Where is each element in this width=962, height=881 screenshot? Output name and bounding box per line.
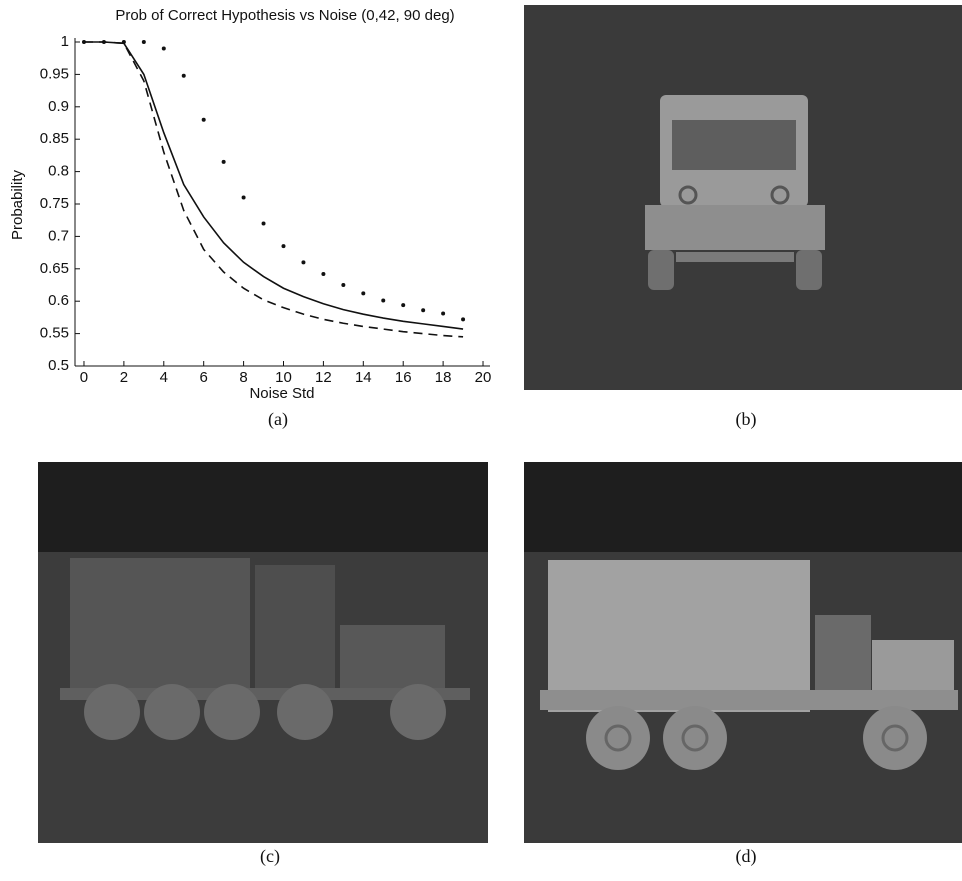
x-tick-label: 6 <box>200 369 208 386</box>
data-point <box>361 291 366 296</box>
data-point <box>161 46 166 51</box>
y-axis-label: Probability <box>9 169 26 240</box>
y-tick-label: 1 <box>61 33 69 50</box>
series-line <box>83 41 464 338</box>
y-tick-label: 0.55 <box>40 325 69 342</box>
data-point <box>181 73 186 78</box>
chart-title: Prob of Correct Hypothesis vs Noise (0,4… <box>115 7 454 24</box>
data-point <box>321 271 326 276</box>
x-tick-label: 16 <box>395 369 412 386</box>
data-point <box>221 159 226 164</box>
data-point <box>341 283 346 287</box>
caption: (b) <box>736 409 757 430</box>
data-point <box>401 303 406 308</box>
data-point <box>441 311 446 316</box>
data-point <box>421 308 426 313</box>
data-point <box>81 40 86 44</box>
x-tick-label: 10 <box>275 369 292 386</box>
y-tick-label: 0.85 <box>40 130 69 147</box>
x-tick-label: 0 <box>80 369 88 386</box>
data-point <box>381 298 386 303</box>
data-point <box>301 260 306 265</box>
y-tick-label: 0.6 <box>48 292 69 309</box>
y-tick-label: 0.5 <box>48 357 69 374</box>
data-point <box>261 221 266 226</box>
x-tick-label: 18 <box>435 369 452 386</box>
y-tick-label: 0.95 <box>40 65 69 82</box>
y-tick-label: 0.9 <box>48 98 69 115</box>
data-point <box>461 317 466 322</box>
data-point <box>201 117 206 122</box>
image-c <box>38 462 488 843</box>
x-tick-label: 20 <box>475 369 492 386</box>
x-tick-label: 8 <box>239 369 247 386</box>
x-axis-label: Noise Std <box>249 385 314 402</box>
caption: (c) <box>260 846 280 867</box>
series-line <box>83 41 464 330</box>
x-tick-label: 12 <box>315 369 332 386</box>
data-point <box>141 40 146 44</box>
image-b <box>524 5 962 390</box>
caption: (d) <box>736 846 757 867</box>
image-d <box>524 462 962 843</box>
data-point <box>241 195 246 200</box>
x-tick-label: 2 <box>120 369 128 386</box>
data-point <box>101 40 106 44</box>
y-tick-label: 0.75 <box>40 195 69 212</box>
data-point <box>281 244 286 249</box>
y-tick-label: 0.65 <box>40 260 69 277</box>
data-point <box>121 40 126 44</box>
caption: (a) <box>268 409 288 430</box>
y-tick-label: 0.7 <box>48 227 69 244</box>
x-tick-label: 4 <box>160 369 168 386</box>
x-tick-label: 14 <box>355 369 372 386</box>
y-tick-label: 0.8 <box>48 163 69 180</box>
